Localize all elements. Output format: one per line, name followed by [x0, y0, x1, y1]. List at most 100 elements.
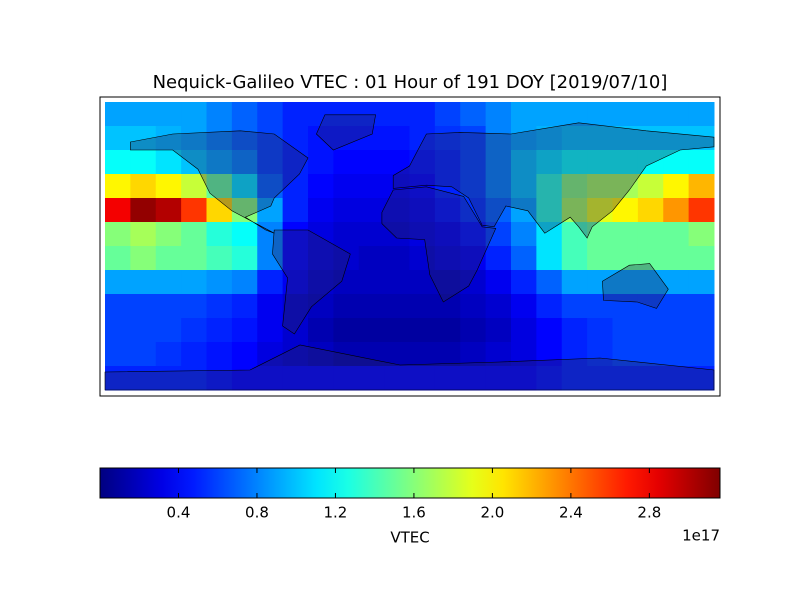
heatmap-cell — [333, 150, 360, 175]
heatmap-cell — [384, 126, 410, 151]
heatmap-cell — [206, 102, 233, 127]
heatmap-cell — [181, 318, 207, 343]
heatmap-cell — [181, 102, 207, 127]
heatmap-cell — [358, 270, 385, 295]
heatmap-cell — [561, 222, 588, 247]
heatmap-cell — [460, 366, 487, 391]
heatmap-cell — [485, 294, 512, 319]
heatmap-cell — [637, 174, 664, 199]
heatmap-cell — [409, 246, 436, 271]
heatmap-cell — [511, 366, 537, 391]
heatmap-cell — [561, 102, 588, 127]
heatmap-cell — [460, 150, 487, 175]
heatmap-cell — [637, 366, 664, 391]
heatmap-cell — [155, 150, 182, 175]
heatmap-cell — [688, 246, 715, 271]
heatmap-cell — [688, 294, 715, 319]
heatmap-cell — [206, 294, 233, 319]
heatmap-cell — [637, 246, 664, 271]
heatmap-cell — [384, 318, 410, 343]
heatmap-cell — [587, 246, 613, 271]
heatmap-cell — [231, 150, 258, 175]
heatmap-cell — [688, 318, 715, 343]
heatmap-cell — [231, 198, 258, 223]
heatmap-cell — [358, 102, 385, 127]
heatmap-cell — [536, 342, 563, 367]
heatmap-cell — [181, 126, 207, 151]
heatmap-cell — [561, 318, 588, 343]
heatmap-cell — [358, 246, 385, 271]
heatmap-cell — [612, 366, 639, 391]
heatmap-cell — [587, 294, 613, 319]
heatmap-cell — [206, 246, 233, 271]
heatmap-cell — [663, 294, 690, 319]
heatmap-cell — [308, 342, 334, 367]
greenland — [316, 114, 376, 151]
heatmap-cell — [105, 342, 131, 367]
heatmap-cell — [206, 174, 233, 199]
heatmap-cell — [384, 222, 410, 247]
heatmap-cell — [308, 198, 334, 223]
heatmap-cell — [409, 198, 436, 223]
heatmap-cell — [434, 246, 461, 271]
heatmap-cell — [485, 126, 512, 151]
colorbar-tick-label: 2.8 — [637, 504, 661, 522]
heatmap-cell — [688, 150, 715, 175]
heatmap-cell — [434, 366, 461, 391]
heatmap-cell — [688, 366, 715, 391]
heatmap-cell — [384, 198, 410, 223]
heatmap-cell — [536, 318, 563, 343]
heatmap-cell — [409, 342, 436, 367]
south-america — [272, 229, 351, 335]
heatmap-cell — [409, 270, 436, 295]
heatmap-cell — [485, 318, 512, 343]
heatmap-cell — [511, 222, 537, 247]
heatmap-cell — [688, 222, 715, 247]
heatmap-cell — [460, 270, 487, 295]
heatmap-cell — [333, 294, 360, 319]
heatmap-cell — [257, 294, 284, 319]
heatmap-cell — [688, 342, 715, 367]
heatmap-cell — [663, 150, 690, 175]
heatmap-cell — [181, 222, 207, 247]
heatmap-cell — [206, 270, 233, 295]
heatmap-cell — [485, 246, 512, 271]
colorbar-offset: 1e17 — [682, 527, 720, 545]
heatmap — [105, 102, 715, 391]
heatmap-cell — [536, 222, 563, 247]
heatmap-cell — [130, 150, 157, 175]
heatmap-cell — [637, 270, 664, 295]
heatmap-cell — [688, 102, 715, 127]
heatmap-cell — [587, 222, 613, 247]
heatmap-cell — [181, 366, 207, 391]
heatmap-cell — [434, 342, 461, 367]
heatmap-cell — [130, 198, 157, 223]
heatmap-cell — [637, 198, 664, 223]
heatmap-cell — [282, 366, 309, 391]
heatmap-cell — [257, 150, 284, 175]
heatmap-cell — [206, 222, 233, 247]
heatmap-cell — [358, 366, 385, 391]
heatmap-cell — [105, 246, 131, 271]
heatmap-cell — [282, 246, 309, 271]
heatmap-cell — [206, 150, 233, 175]
eurasia — [392, 122, 715, 239]
heatmap-cell — [282, 198, 309, 223]
heatmap-cell — [130, 366, 157, 391]
heatmap-cell — [663, 174, 690, 199]
heatmap-cell — [612, 342, 639, 367]
heatmap-cell — [536, 150, 563, 175]
heatmap-cell — [384, 246, 410, 271]
heatmap-cell — [155, 294, 182, 319]
heatmap-cell — [409, 318, 436, 343]
heatmap-cell — [105, 318, 131, 343]
heatmap-cell — [181, 294, 207, 319]
heatmap-cell — [282, 102, 309, 127]
heatmap-cell — [130, 270, 157, 295]
heatmap-cell — [333, 366, 360, 391]
heatmap-cell — [282, 222, 309, 247]
heatmap-cell — [561, 150, 588, 175]
heatmap-cell — [105, 366, 131, 391]
heatmap-cell — [155, 318, 182, 343]
heatmap-cell — [561, 174, 588, 199]
